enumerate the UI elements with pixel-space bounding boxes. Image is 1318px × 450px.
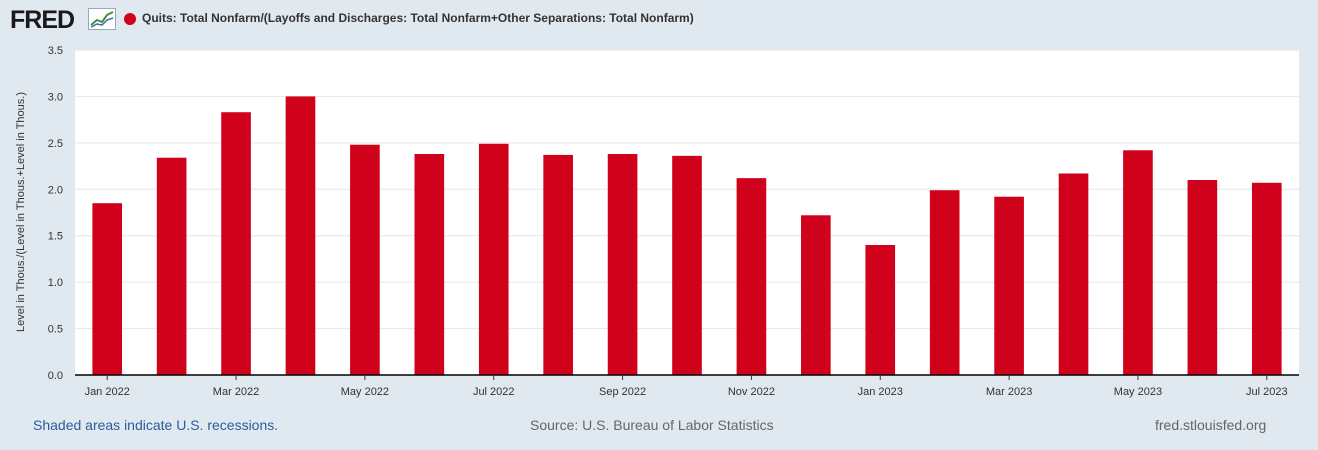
y-tick-label: 1.0 xyxy=(48,277,63,289)
y-tick-label: 3.5 xyxy=(48,45,63,57)
x-tick-label: Jul 2022 xyxy=(473,386,515,398)
x-tick-label: Jan 2022 xyxy=(85,386,130,398)
bar-sep-2022[interactable] xyxy=(607,154,638,375)
x-tick-label: Mar 2022 xyxy=(213,386,259,398)
bar-feb-2023[interactable] xyxy=(929,190,960,375)
x-tick-label: Jan 2023 xyxy=(858,386,903,398)
x-axis-ticks: Jan 2022 Mar 2022 May 2022 Jul 2022 Sep 2022… xyxy=(85,375,1288,398)
x-tick-label: Mar 2023 xyxy=(986,386,1032,398)
bar-apr-2023[interactable] xyxy=(1058,173,1089,376)
bar-jul-2023[interactable] xyxy=(1251,182,1282,375)
chart-header: FRED Quits: Total Nonfarm/(Layoffs and D… xyxy=(0,0,1318,40)
bar-may-2023[interactable] xyxy=(1123,150,1153,375)
y-tick-label: 2.0 xyxy=(48,184,63,196)
bar-jun-2022[interactable] xyxy=(414,154,445,375)
y-tick-label: 1.5 xyxy=(48,231,63,243)
bars xyxy=(92,96,1282,376)
bar-jan-2023[interactable] xyxy=(865,245,896,375)
bar-nov-2022[interactable] xyxy=(736,178,767,375)
bar-may-2022[interactable] xyxy=(350,144,380,375)
legend-series-label[interactable]: Quits: Total Nonfarm/(Layoffs and Discha… xyxy=(142,11,694,25)
site-link[interactable]: fred.stlouisfed.org xyxy=(1155,417,1267,433)
y-axis-ticks: 0.0 0.5 1.0 1.5 2.0 2.5 3.0 3.5 xyxy=(48,45,63,382)
x-tick-label: May 2023 xyxy=(1114,386,1162,398)
y-tick-label: 3.0 xyxy=(48,91,63,103)
recessions-note[interactable]: Shaded areas indicate U.S. recessions. xyxy=(33,417,279,433)
bar-mar-2023[interactable] xyxy=(994,196,1024,375)
bar-mar-2022[interactable] xyxy=(221,112,251,375)
x-tick-label: May 2022 xyxy=(341,386,389,398)
bar-apr-2022[interactable] xyxy=(285,96,316,375)
bar-feb-2022[interactable] xyxy=(156,157,187,375)
bar-jan-2022[interactable] xyxy=(92,203,123,375)
bar-dec-2022[interactable] xyxy=(801,215,831,375)
bar-aug-2022[interactable] xyxy=(543,154,573,375)
legend-marker xyxy=(124,13,136,25)
source-note: Source: U.S. Bureau of Labor Statistics xyxy=(530,417,774,433)
x-tick-label: Sep 2022 xyxy=(599,386,646,398)
x-tick-label: Jul 2023 xyxy=(1246,386,1288,398)
bar-jul-2022[interactable] xyxy=(478,143,509,375)
bar-chart: 0.0 0.5 1.0 1.5 2.0 2.5 3.0 3.5 Jan 2022 Mar 202… xyxy=(15,45,1299,398)
bar-jun-2023[interactable] xyxy=(1187,180,1218,375)
y-tick-label: 2.5 xyxy=(48,138,63,150)
x-tick-label: Nov 2022 xyxy=(728,386,775,398)
y-tick-label: 0.5 xyxy=(48,324,63,336)
y-axis-label: Level in Thous./(Level in Thous.+Level i… xyxy=(15,92,27,332)
line-chart-icon xyxy=(88,8,116,30)
fred-logo[interactable]: FRED xyxy=(10,6,75,34)
y-tick-label: 0.0 xyxy=(48,370,63,382)
bar-oct-2022[interactable] xyxy=(672,155,702,375)
